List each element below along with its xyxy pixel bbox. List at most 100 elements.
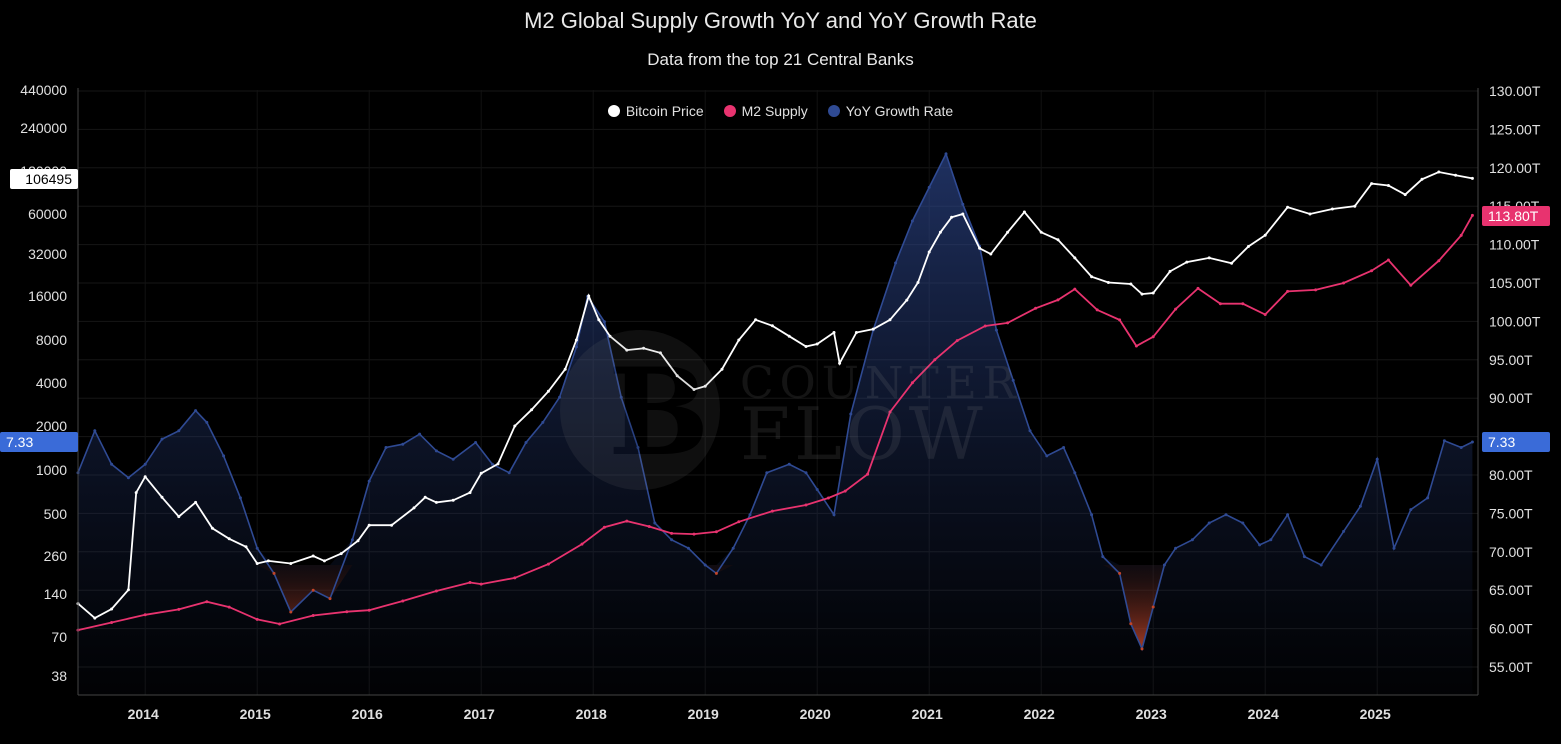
m2-point <box>513 576 517 580</box>
bitcoin-point <box>1022 210 1026 214</box>
chart-subtitle: Data from the top 21 Central Banks <box>647 50 914 69</box>
m2-point <box>1459 233 1463 237</box>
growth-point <box>238 496 242 500</box>
m2-point <box>580 542 584 546</box>
m2-point <box>255 617 259 621</box>
right-tick-label: 120.00T <box>1489 160 1541 176</box>
growth-point <box>507 471 511 475</box>
growth-point <box>1392 546 1396 550</box>
bitcoin-point <box>608 334 612 338</box>
growth-point <box>205 420 209 424</box>
left-tick-label: 60000 <box>28 206 67 222</box>
growth-point <box>1045 454 1049 458</box>
left-tick-label: 2000 <box>36 418 67 434</box>
growth-point <box>1162 563 1166 567</box>
growth-point <box>927 185 931 189</box>
bitcoin-point <box>266 559 270 563</box>
bitcoin-point <box>367 523 371 527</box>
legend-m2-supply[interactable]: M2 Supply <box>723 103 808 119</box>
bitcoin-point <box>625 348 629 352</box>
m2-point <box>1437 259 1441 263</box>
growth-point <box>255 546 259 550</box>
legend-bitcoin-price[interactable]: Bitcoin Price <box>607 103 704 119</box>
growth-point <box>350 538 354 542</box>
bitcoin-point <box>1308 212 1312 216</box>
legend-yoy-growth-rate[interactable]: YoY Growth Rate <box>827 103 953 119</box>
m2-point <box>1151 335 1155 339</box>
right-tick-label: 60.00T <box>1489 621 1533 637</box>
growth-point <box>1011 378 1015 382</box>
m2-point <box>434 589 438 593</box>
growth-point <box>1342 529 1346 533</box>
bitcoin-point <box>1207 256 1211 260</box>
left-tick-label: 440000 <box>20 82 67 98</box>
bitcoin-point <box>390 523 394 527</box>
x-tick-label: 2015 <box>240 706 271 722</box>
bitcoin-point <box>322 559 326 563</box>
x-tick-label: 2018 <box>576 706 607 722</box>
m2-point <box>1470 213 1474 217</box>
bitcoin-point <box>703 384 707 388</box>
bitcoin-point <box>804 345 808 348</box>
bitcoin-point <box>1151 291 1155 295</box>
bitcoin-point <box>1106 281 1110 284</box>
growth-point <box>1190 538 1194 542</box>
growth-point <box>910 219 914 223</box>
bitcoin-point <box>978 246 982 250</box>
m2-point <box>625 519 629 523</box>
bitcoin-point <box>737 338 741 342</box>
m2-point <box>1286 289 1290 293</box>
m2-point <box>1314 288 1318 292</box>
bitcoin-point <box>597 318 601 322</box>
m2-point <box>1196 286 1200 290</box>
bitcoin-point <box>134 491 138 495</box>
x-tick-label: 2021 <box>912 706 943 722</box>
growth-point <box>804 471 808 475</box>
bitcoin-point <box>832 331 836 334</box>
m2-point <box>143 613 147 617</box>
growth-rate-line <box>77 151 1473 652</box>
bitcoin-point <box>1168 269 1172 273</box>
bitcoin-point <box>451 498 455 502</box>
right-tick-label: 100.00T <box>1489 313 1541 329</box>
m2-point <box>1034 306 1038 310</box>
growth-point <box>1319 563 1323 567</box>
growth-point <box>731 546 735 550</box>
bitcoin-point <box>423 495 427 499</box>
m2-point <box>468 581 472 584</box>
growth-point <box>1062 446 1066 449</box>
growth-point <box>272 571 276 575</box>
bitcoin-point <box>563 367 567 371</box>
left-tick-label: 16000 <box>28 288 67 304</box>
bitcoin-point <box>1246 245 1250 248</box>
growth-point <box>311 588 315 592</box>
bitcoin-point <box>1403 193 1407 197</box>
growth-area <box>78 153 1473 695</box>
left-tick-label: 32000 <box>28 246 67 262</box>
growth-point <box>1207 521 1211 525</box>
bitcoin-point <box>1090 275 1094 279</box>
bitcoin-point <box>1353 204 1357 208</box>
bitcoin-point <box>1230 261 1234 265</box>
bitcoin-point <box>720 367 724 371</box>
left-tick-label: 500 <box>44 506 68 522</box>
growth-point <box>602 320 606 324</box>
bitcoin-point <box>961 212 965 216</box>
growth-point <box>1090 513 1094 517</box>
m2-point <box>1386 258 1390 262</box>
right-tick-label: 70.00T <box>1489 544 1533 560</box>
growth-current-label-left: 7.33 <box>6 434 33 450</box>
m2-point <box>401 599 405 603</box>
growth-point <box>1151 605 1155 609</box>
m2-point <box>866 472 870 476</box>
bitcoin-point <box>1420 177 1424 181</box>
bitcoin-point <box>1185 260 1189 264</box>
growth-point <box>451 457 455 461</box>
growth-point <box>1101 555 1105 559</box>
bitcoin-point <box>658 351 662 355</box>
right-tick-label: 55.00T <box>1489 659 1533 675</box>
bitcoin-point <box>177 515 181 519</box>
x-tick-label: 2022 <box>1024 706 1055 722</box>
growth-area-fill <box>78 153 1473 695</box>
growth-point <box>894 261 898 265</box>
